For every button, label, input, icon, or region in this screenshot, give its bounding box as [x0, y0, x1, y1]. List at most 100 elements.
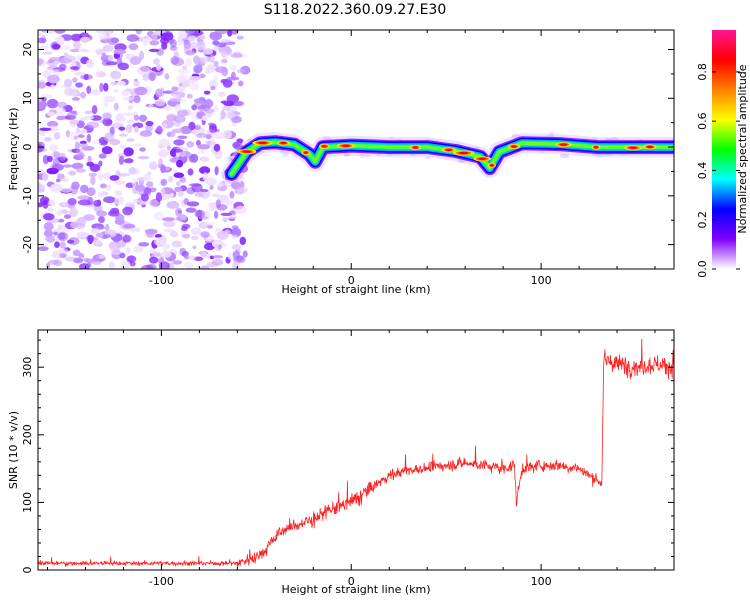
noise-blob [239, 236, 247, 246]
noise-blob [143, 173, 151, 182]
noise-blob [154, 98, 166, 107]
noise-blob [247, 138, 252, 142]
noise-blob [180, 99, 187, 103]
noise-blob [114, 115, 127, 124]
noise-blob [38, 37, 47, 44]
noise-blob [156, 63, 162, 71]
noise-blob [209, 54, 215, 64]
noise-blob [75, 148, 83, 155]
noise-blob [163, 243, 168, 253]
noise-blob [189, 183, 202, 187]
noise-blob [107, 37, 118, 46]
noise-blob [98, 216, 105, 224]
noise-blob [185, 207, 197, 213]
noise-blob [137, 156, 150, 160]
noise-blob [177, 68, 190, 74]
noise-blob [205, 98, 213, 109]
noise-blob [110, 250, 122, 256]
noise-blob [234, 205, 247, 215]
noise-blob [56, 36, 65, 46]
noise-blob [221, 67, 228, 77]
ridge-hotspot [280, 141, 287, 145]
snr-x-ticks: -100 0 100 [46, 330, 656, 588]
noise-blob [194, 209, 206, 219]
noise-blob [160, 188, 166, 197]
noise-blob [48, 69, 60, 74]
colorbar-gradient [712, 30, 736, 269]
noise-blob [144, 228, 158, 235]
noise-blob [199, 166, 211, 175]
noise-blob [230, 30, 239, 35]
noise-blob [214, 244, 222, 252]
noise-blob [121, 89, 130, 97]
noise-blob [80, 36, 91, 43]
noise-blob [200, 55, 211, 64]
noise-blob [78, 48, 90, 53]
y-tick-label: 10 [21, 91, 34, 105]
noise-blob [71, 61, 77, 67]
noise-blob [91, 105, 98, 115]
noise-blob [134, 86, 148, 96]
noise-blob [73, 257, 84, 264]
noise-blob [176, 159, 184, 168]
x-tick-label: 100 [531, 274, 552, 287]
y-tick-label: 0 [21, 144, 34, 151]
noise-blob [164, 73, 170, 80]
noise-blob [193, 64, 203, 74]
noise-blob [38, 45, 49, 50]
noise-blob [110, 70, 122, 80]
noise-blob [139, 147, 147, 152]
noise-blob [145, 124, 154, 132]
spectrogram-x-axis-label: Height of straight line (km) [281, 283, 430, 296]
noise-blob [186, 201, 200, 207]
spectrogram-y-axis-label: Frequency (Hz) [7, 108, 20, 191]
noise-blob [57, 231, 69, 242]
noise-blob [201, 222, 215, 226]
noise-blob [114, 196, 125, 206]
noise-blob [63, 214, 72, 219]
noise-blob [116, 240, 126, 248]
noise-blob [148, 72, 156, 81]
noise-blob [169, 46, 178, 51]
y-tick-label: -20 [21, 236, 34, 254]
noise-blob [102, 234, 112, 238]
noise-blob [236, 35, 244, 40]
noise-blob [135, 184, 146, 192]
noise-blob [138, 242, 150, 247]
y-tick-label: 300 [21, 357, 34, 378]
noise-blob [221, 105, 231, 111]
noise-blob [133, 95, 141, 104]
noise-blob [119, 252, 126, 259]
noise-blob [48, 59, 54, 64]
noise-blob [46, 98, 59, 109]
noise-blob [196, 41, 206, 51]
noise-blob [126, 255, 137, 263]
noise-blob [97, 191, 106, 198]
noise-blob [180, 214, 187, 221]
noise-blob [99, 82, 104, 93]
noise-blob [171, 240, 183, 248]
noise-blob [47, 111, 56, 117]
noise-blob [86, 59, 95, 69]
noise-blob [90, 175, 96, 186]
noise-blob [116, 80, 126, 86]
noise-blob [102, 118, 107, 125]
noise-blob [232, 141, 241, 149]
noise-blob [105, 223, 110, 232]
noise-blob [166, 200, 180, 209]
noise-blob [127, 105, 134, 110]
noise-blob [108, 54, 113, 62]
noise-blob [125, 124, 133, 134]
noise-blob [95, 232, 105, 238]
noise-blob [216, 183, 224, 187]
noise-blob [193, 124, 201, 130]
noise-blob [123, 158, 134, 164]
noise-blob [121, 112, 134, 116]
noise-blob [77, 195, 90, 200]
noise-blob [63, 78, 73, 88]
noise-blob [200, 231, 210, 238]
noise-blob [91, 260, 102, 265]
noise-blob [177, 191, 184, 197]
noise-blob [102, 172, 112, 180]
noise-blob [229, 191, 235, 199]
